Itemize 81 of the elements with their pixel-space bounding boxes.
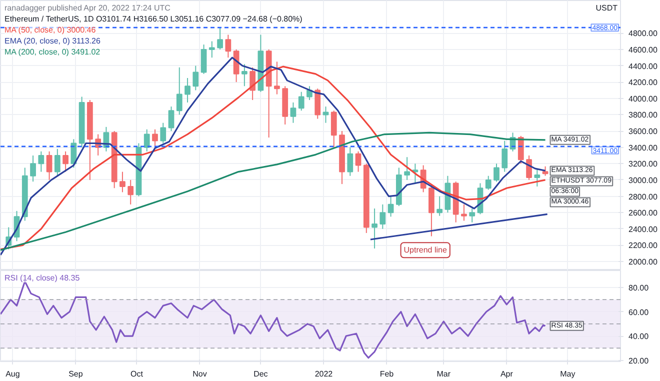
- y-tick-label: 40.00: [628, 332, 650, 342]
- series-label: RSI (14, close) 48.35: [4, 274, 80, 282]
- x-tick-label: Sep: [68, 370, 84, 378]
- candlestick: [217, 27, 223, 50]
- text: MA (200, close, 0) 3491.02: [4, 48, 101, 56]
- y-tick-label: 2800.00: [628, 192, 658, 202]
- candlestick: [54, 148, 60, 176]
- y-tick-label: 3800.00: [628, 110, 658, 120]
- y-tick-label: 4200.00: [628, 78, 658, 88]
- candlestick: [144, 128, 150, 152]
- x-tick-label: 2022: [314, 370, 334, 378]
- candlestick: [120, 171, 126, 193]
- candlestick: [184, 77, 190, 103]
- y-tick-label: 4400.00: [628, 62, 658, 71]
- candlestick: [192, 65, 199, 91]
- line-series: [0, 280, 546, 359]
- candlestick: [436, 196, 443, 216]
- annotation: Uptrend line: [404, 246, 448, 255]
- candlestick: [70, 138, 77, 168]
- y-axis-title: USDT: [596, 4, 618, 12]
- candlestick: [250, 66, 256, 101]
- y-tick-label: 3400.00: [628, 143, 658, 152]
- text: EMA (20, close, 0) 3113.26: [4, 36, 101, 46]
- candlestick: [388, 196, 394, 218]
- candlestick: [526, 154, 532, 180]
- candlestick: [494, 163, 500, 182]
- candlestick: [306, 86, 312, 101]
- x-tick-label: Apr: [500, 370, 514, 378]
- candlestick: [38, 150, 44, 172]
- y-tick-label: 2200.00: [628, 241, 658, 250]
- candlestick: [469, 208, 476, 223]
- x-tick-label: Oct: [130, 370, 144, 378]
- candlestick: [152, 128, 158, 148]
- y-tick-label: 3200.00: [628, 160, 658, 169]
- y-tick-label: 20.00: [628, 356, 650, 366]
- candlestick: [274, 61, 280, 95]
- candlestick: [160, 122, 166, 144]
- y-tick-label: 4800.00: [628, 29, 658, 38]
- candlestick: [380, 204, 386, 230]
- y-tick-label: 3600.00: [628, 127, 658, 136]
- candlestick: [176, 66, 182, 116]
- x-tick-label: Feb: [380, 370, 394, 378]
- candlestick: [461, 204, 467, 222]
- candlestick: [241, 64, 248, 87]
- candlestick: [412, 163, 418, 185]
- y-tick-label: 80.00: [628, 283, 650, 292]
- candlestick: [534, 168, 540, 187]
- candlestick: [168, 106, 174, 132]
- y-tick-label: 2000.00: [628, 258, 658, 267]
- candlestick: [502, 140, 508, 172]
- y-tick-label: 3000.00: [628, 176, 658, 185]
- chart-title: Ethereum / TetherUS, 1D O3101.74 H3166.50 L3051.16 C3077.09 −24.68 (−0.80%): [4, 14, 302, 24]
- y-tick-label: 2400.00: [628, 224, 658, 234]
- candlestick: [225, 34, 232, 58]
- candlestick: [290, 102, 296, 124]
- candlestick: [347, 146, 354, 176]
- candlestick: [200, 44, 207, 74]
- y-tick-label: 60.00: [628, 308, 650, 317]
- annotation: ranadagger published Apr 20, 2022 17:24 UTC: [4, 4, 171, 12]
- candlestick: [46, 150, 52, 180]
- candlestick: [330, 110, 337, 148]
- candlestick: [62, 150, 68, 172]
- x-tick-label: May: [560, 370, 576, 378]
- candlestick: [128, 179, 134, 205]
- candlestick: [404, 156, 410, 180]
- candlestick: [485, 175, 492, 190]
- candlestick: [518, 135, 524, 164]
- candlestick: [208, 40, 215, 58]
- text: MA (50, close, 0) 3000.46: [4, 26, 96, 34]
- x-tick-label: Mar: [436, 370, 451, 378]
- y-tick-label: 4600.00: [628, 45, 658, 54]
- candlestick: [298, 91, 304, 112]
- x-tick-label: Nov: [192, 370, 207, 378]
- candlestick: [372, 208, 378, 249]
- candlestick: [30, 154, 36, 182]
- x-tick-label: Dec: [254, 370, 268, 378]
- y-tick-label: 4000.00: [628, 94, 658, 104]
- candlestick: [355, 150, 362, 172]
- y-tick-label: 2600.00: [628, 208, 658, 218]
- x-tick-label: Aug: [6, 370, 20, 378]
- candlestick: [542, 166, 548, 176]
